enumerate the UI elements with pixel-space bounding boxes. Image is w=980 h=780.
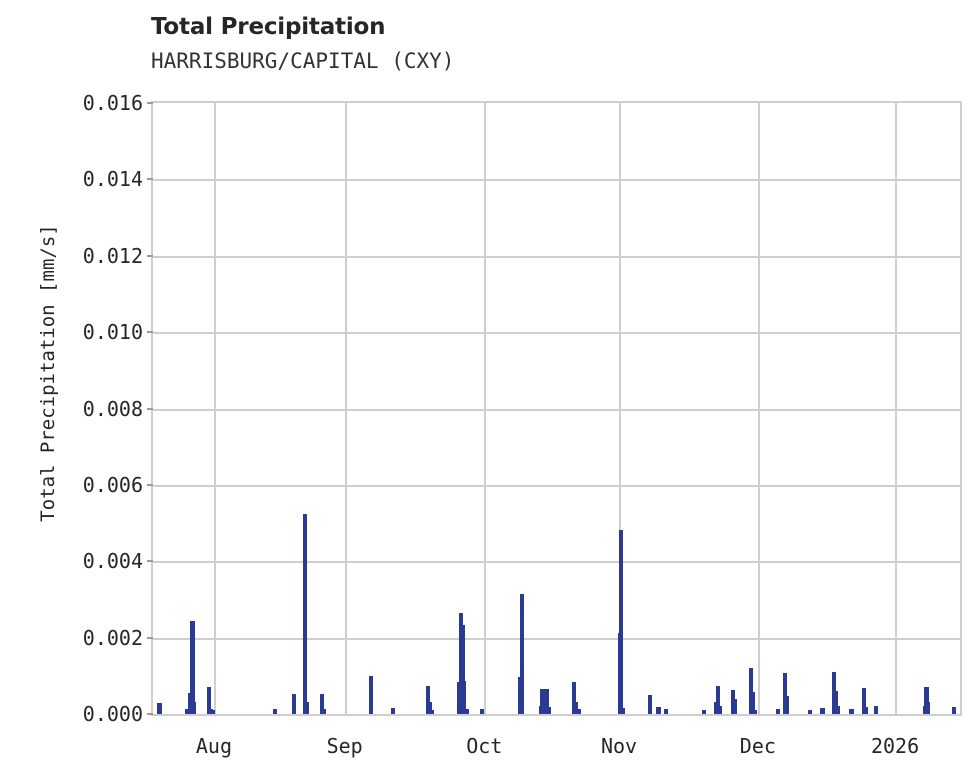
y-tick-mark — [147, 178, 153, 181]
precipitation-bar — [663, 709, 669, 714]
bars-layer — [153, 103, 960, 714]
x-tick-label: Aug — [195, 734, 232, 758]
precipitation-bar — [319, 693, 325, 714]
x-tick-label: Dec — [739, 734, 776, 758]
precipitation-bar — [753, 710, 758, 714]
gridline-horizontal — [153, 255, 960, 258]
gridline-horizontal — [153, 408, 960, 411]
chart-title: Total Precipitation — [151, 14, 386, 40]
gridline-vertical — [484, 103, 487, 714]
precipitation-bar — [464, 709, 470, 714]
precipitation-bar — [924, 687, 929, 714]
precipitation-bar — [460, 624, 465, 714]
x-tick-label: 2026 — [870, 734, 920, 758]
precipitation-bar — [544, 689, 550, 714]
gridline-vertical — [757, 103, 760, 714]
y-tick-mark — [147, 636, 153, 639]
precipitation-bar — [540, 689, 545, 714]
precipitation-bar — [426, 686, 431, 714]
gridline-horizontal — [153, 484, 960, 487]
precipitation-bar — [577, 709, 582, 714]
precipitation-bar — [861, 687, 866, 714]
precipitation-bar — [291, 693, 296, 714]
x-tick-label: Nov — [600, 734, 638, 758]
gridline-vertical — [619, 103, 622, 714]
precipitation-bar — [863, 707, 868, 714]
y-tick-label: 0.006 — [82, 472, 143, 497]
precipitation-bar — [716, 686, 721, 714]
precipitation-bar — [833, 690, 839, 714]
precipitation-bar — [272, 709, 278, 714]
y-tick-mark — [147, 102, 153, 104]
y-tick-label: 0.002 — [82, 625, 143, 650]
y-tick-label: 0.012 — [82, 243, 143, 268]
precipitation-bar — [157, 703, 162, 714]
precipitation-bar — [750, 691, 755, 714]
y-tick-label: 0.010 — [82, 320, 143, 345]
precipitation-bar — [835, 705, 840, 714]
precipitation-bar — [427, 702, 432, 714]
precipitation-bar — [807, 710, 813, 714]
precipitation-bar — [187, 692, 192, 714]
precipitation-bar — [390, 708, 395, 714]
y-tick-label: 0.000 — [82, 702, 143, 726]
precipitation-bar — [647, 694, 652, 714]
precipitation-bar — [749, 667, 754, 714]
precipitation-bar — [926, 702, 931, 714]
y-tick-label: 0.008 — [82, 396, 143, 421]
y-tick-mark — [147, 331, 153, 334]
precipitation-bar — [732, 698, 737, 714]
chart-subtitle: HARRISBURG/CAPITAL (CXY) — [151, 49, 455, 73]
precipitation-bar — [546, 707, 551, 714]
precipitation-bar — [619, 529, 624, 714]
precipitation-bar — [479, 709, 484, 714]
y-tick-mark — [147, 713, 153, 715]
precipitation-bar — [702, 710, 707, 714]
y-tick-mark — [147, 254, 153, 257]
precipitation-bar — [207, 687, 212, 714]
gridline-vertical — [213, 103, 216, 714]
precipitation-bar — [302, 514, 308, 714]
precipitation-bar — [717, 706, 722, 714]
y-tick-mark — [147, 560, 153, 563]
precipitation-bar — [184, 709, 190, 714]
y-tick-mark — [147, 407, 153, 410]
x-tick-label: Oct — [466, 734, 503, 758]
gridline-vertical — [895, 103, 898, 714]
precipitation-bar — [191, 702, 197, 714]
precipitation-bar — [210, 710, 215, 714]
precipitation-bar — [782, 672, 788, 714]
x-tick-label: Sep — [326, 734, 363, 758]
precipitation-bar — [620, 708, 626, 714]
precipitation-bar — [304, 702, 309, 714]
gridline-horizontal — [153, 179, 960, 182]
precipitation-bar — [321, 709, 326, 714]
plot-area: 0.000 0.002 0.004 0.006 0.008 0.010 0.012 0.014… — [83, 91, 962, 758]
precipitation-bar — [784, 695, 789, 714]
gridline-vertical — [344, 103, 347, 714]
gridline-horizontal — [153, 332, 960, 335]
precipitation-bar — [368, 676, 374, 714]
precipitation-bar — [429, 710, 434, 714]
precipitation-bar — [849, 709, 854, 714]
precipitation-bar — [190, 620, 195, 714]
y-tick-label: 0.016 — [82, 91, 143, 115]
y-tick-mark — [147, 483, 153, 486]
y-tick-label: 0.004 — [82, 549, 143, 574]
precipitation-bar — [656, 707, 661, 714]
precipitation-bar — [873, 706, 878, 714]
precipitation-bar — [572, 682, 577, 714]
gridline-horizontal — [153, 561, 960, 564]
precipitation-bar — [820, 708, 825, 714]
gridline-horizontal — [153, 637, 960, 640]
precipitation-bar — [952, 707, 957, 714]
y-axis-label: Total Precipitation [mm/s] — [37, 224, 59, 522]
precipitation-bar — [573, 701, 579, 714]
precipitation-bar — [462, 681, 467, 714]
precipitation-bar — [519, 594, 524, 714]
precipitation-bar — [775, 709, 780, 714]
y-tick-label: 0.014 — [82, 167, 143, 192]
